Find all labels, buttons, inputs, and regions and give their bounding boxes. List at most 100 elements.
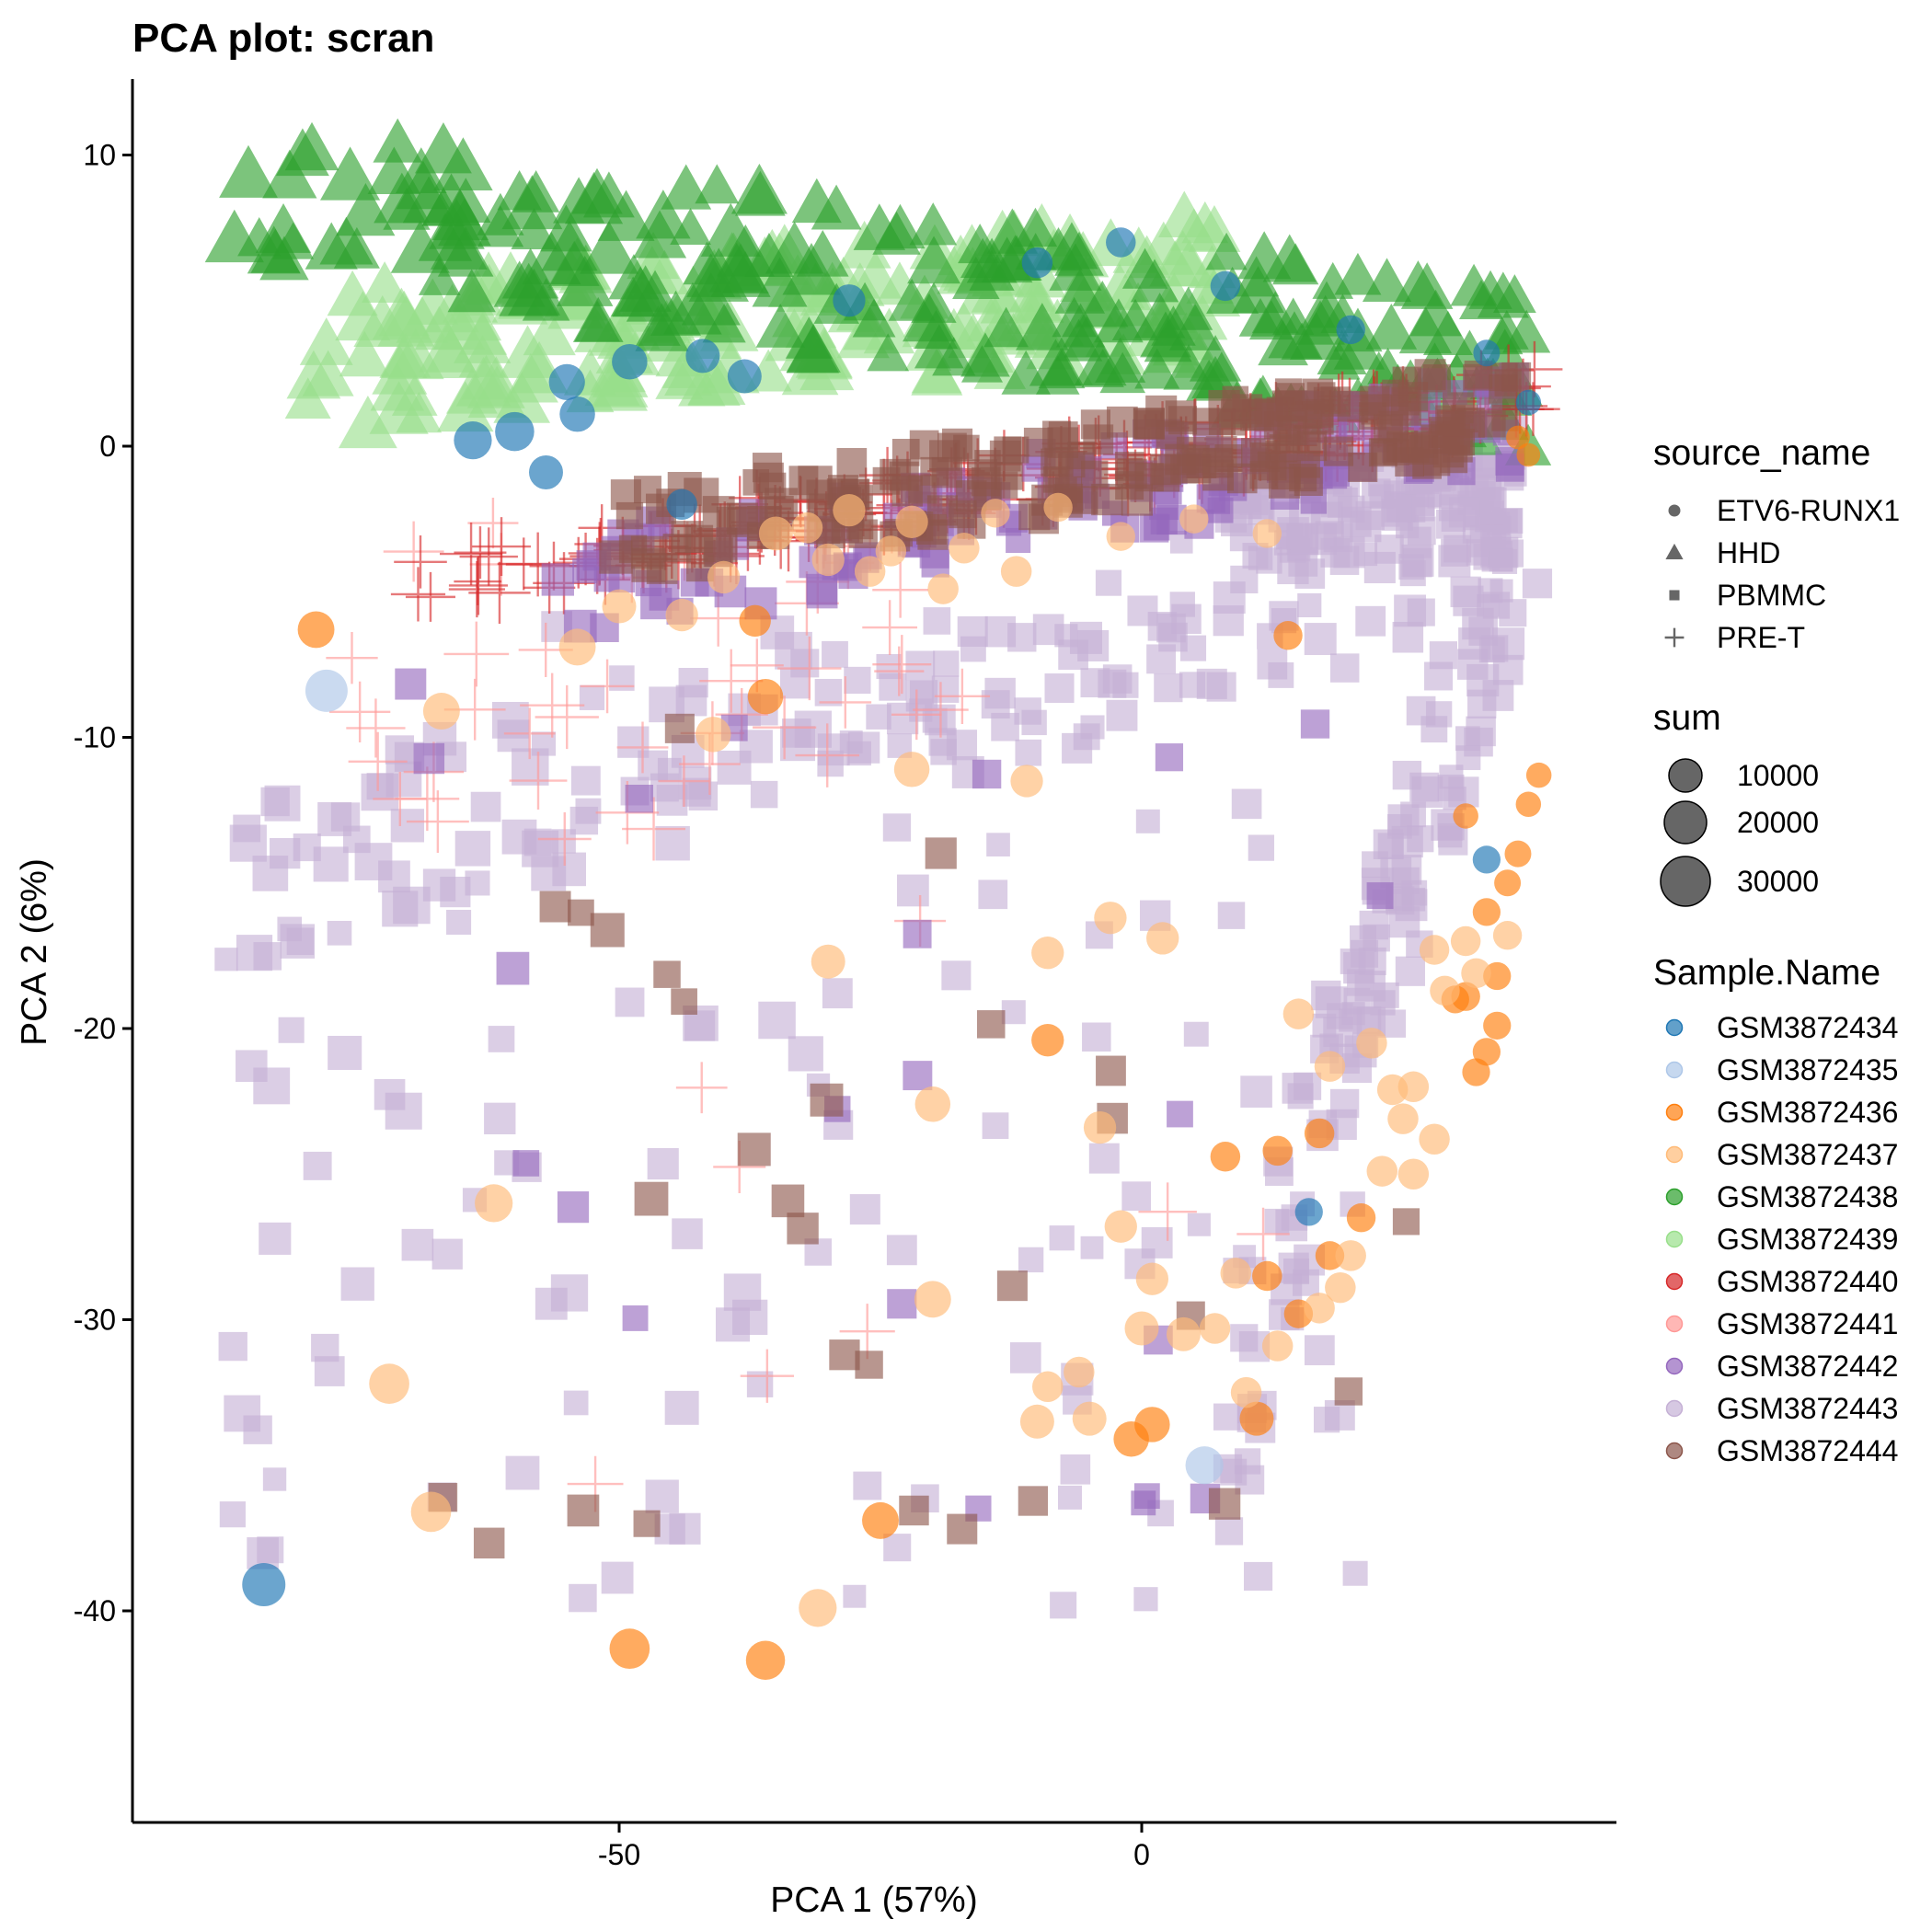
data-point [953,434,980,462]
data-point [1304,623,1337,656]
data-point [548,363,585,400]
data-point [1395,889,1428,922]
data-point [671,521,704,553]
data-point [262,149,317,199]
data-point [622,797,686,861]
data-point [664,1390,699,1425]
data-point [1398,382,1429,412]
data-point [862,600,918,655]
data-point [503,707,556,760]
data-point [655,825,690,861]
data-point [572,296,624,342]
data-point [1057,1485,1082,1510]
data-point [523,307,576,356]
legend-color-key [1665,1399,1684,1418]
data-point [1358,947,1386,976]
data-point [854,556,886,587]
data-point [787,1213,819,1245]
data-point [647,1147,679,1180]
data-point [1407,825,1434,853]
data-point [1282,998,1315,1029]
legend-color-key [1665,1188,1684,1206]
data-point [811,944,845,979]
data-point [1381,496,1412,527]
data-point [1504,840,1532,868]
data-point [204,209,264,263]
data-point [567,1494,600,1527]
data-point [1398,305,1453,354]
data-point [393,886,431,925]
data-point [775,631,812,670]
data-point [1448,497,1480,528]
data-point [354,843,393,880]
data-point [949,500,977,529]
legend-color-label: GSM3872441 [1717,1307,1898,1340]
data-point [1230,1376,1262,1408]
data-point [981,499,1010,528]
data-point [422,693,460,730]
data-point [1314,1051,1346,1082]
data-point [923,607,951,635]
legend-color-label: GSM3872444 [1717,1434,1898,1467]
data-point [777,636,842,701]
data-point [373,118,423,163]
data-point [448,556,508,615]
data-point [1320,537,1351,568]
data-point [779,668,811,699]
legend-size-key [1668,758,1703,793]
data-point [622,1305,649,1331]
data-point [1360,385,1390,416]
data-point [418,258,461,295]
x-tick-label: 0 [1133,1838,1150,1871]
data-point [373,771,428,826]
data-point [1472,845,1501,874]
chart-title: PCA plot: scran [132,16,434,61]
data-point [1138,1182,1197,1241]
data-point [1494,869,1522,897]
y-tick-label: -40 [74,1594,116,1627]
data-point [1150,507,1178,534]
data-point [1450,576,1481,608]
data-point [1366,882,1394,910]
data-point [1094,902,1127,935]
data-point [1130,259,1179,303]
data-point [994,436,1022,465]
data-point [745,1640,786,1681]
data-point [853,1471,882,1500]
data-point [1439,764,1464,789]
data-point [1021,709,1047,736]
data-point [883,1534,912,1562]
data-point [843,1584,867,1608]
data-point [819,676,872,729]
data-point [995,462,1023,490]
data-point [880,458,912,490]
data-point [1083,1110,1117,1144]
legend-color-items: GSM3872434 GSM3872435 GSM3872436 GSM3872437… [1665,1011,1898,1467]
legend-color-label: GSM3872442 [1717,1350,1898,1383]
data-point [1437,822,1463,848]
data-point [319,216,374,265]
legend-color-key [1665,1272,1684,1291]
data-point [1210,270,1241,302]
data-point [1029,339,1082,386]
data-point [509,752,568,810]
data-point [1256,547,1282,574]
data-point [1468,270,1512,309]
data-point [1088,1143,1120,1174]
data-point [340,1267,374,1301]
y-tick-label: -30 [74,1304,116,1337]
data-point [1230,565,1259,593]
data-point [1458,627,1490,660]
data-point [836,448,868,478]
data-point [1049,243,1102,291]
data-point [1214,443,1243,472]
legend-size-key [1663,800,1708,845]
data-point [535,684,599,750]
data-point [1158,190,1211,238]
data-point [1410,497,1435,522]
data-point [1392,621,1424,653]
data-point [372,344,428,395]
plot-points [204,118,1563,1681]
data-point [447,269,496,313]
data-point [650,290,702,336]
